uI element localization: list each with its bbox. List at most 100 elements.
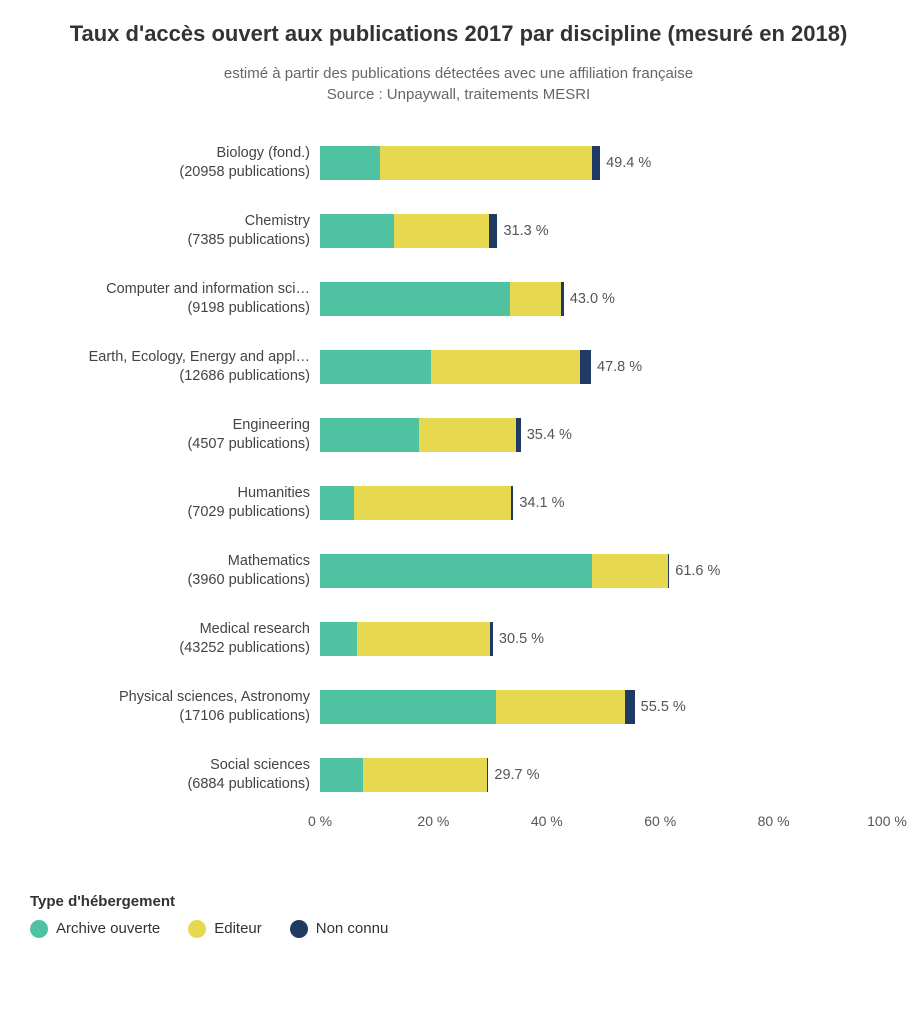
bar-segment-nonconnu <box>487 758 489 792</box>
chart-row: Computer and information sci…(9198 publi… <box>30 265 887 333</box>
bar-segment-editeur <box>354 486 510 520</box>
bar-segment-archive <box>320 146 380 180</box>
x-axis-tick: 100 % <box>867 813 907 829</box>
bar-segment-editeur <box>419 418 515 452</box>
category-pubs: (4507 publications) <box>30 435 310 454</box>
bar-total-label: 35.4 % <box>527 427 572 443</box>
stacked-bar <box>320 486 513 520</box>
bar-cell: 47.8 % <box>320 333 887 401</box>
bar-total-label: 34.1 % <box>519 495 564 511</box>
legend-swatch <box>188 920 206 938</box>
bar-segment-archive <box>320 690 496 724</box>
category-label: Social sciences(6884 publications) <box>30 756 320 794</box>
category-name: Medical research <box>30 620 310 639</box>
category-name: Earth, Ecology, Energy and appl… <box>30 348 310 367</box>
x-axis: 0 %20 %40 %60 %80 %100 % <box>30 809 887 833</box>
chart-row: Chemistry(7385 publications)31.3 % <box>30 197 887 265</box>
bar-segment-nonconnu <box>490 622 493 656</box>
legend-label: Archive ouverte <box>56 920 160 937</box>
chart-row: Earth, Ecology, Energy and appl…(12686 p… <box>30 333 887 401</box>
category-label: Chemistry(7385 publications) <box>30 212 320 250</box>
bar-total-label: 29.7 % <box>494 767 539 783</box>
chart-title: Taux d'accès ouvert aux publications 201… <box>30 20 887 49</box>
bar-segment-nonconnu <box>580 350 591 384</box>
category-name: Social sciences <box>30 756 310 775</box>
stacked-bar <box>320 146 600 180</box>
legend-item: Archive ouverte <box>30 920 160 938</box>
chart-row: Engineering(4507 publications) 35.4 % <box>30 401 887 469</box>
x-axis-tick: 0 % <box>308 813 332 829</box>
category-pubs: (6884 publications) <box>30 775 310 794</box>
category-name: Computer and information sci… <box>30 280 310 299</box>
bar-cell: 61.6 % <box>320 537 887 605</box>
category-pubs: (7385 publications) <box>30 231 310 250</box>
bar-segment-archive <box>320 554 592 588</box>
category-name: Engineering <box>30 416 310 435</box>
category-label: Biology (fond.)(20958 publications) <box>30 144 320 182</box>
category-label: Engineering(4507 publications) <box>30 416 320 454</box>
bar-segment-editeur <box>363 758 487 792</box>
legend-item: Non connu <box>290 920 389 938</box>
chart-subtitle: estimé à partir des publications détecté… <box>30 63 887 105</box>
chart-row: Medical research(43252 publications)30.5… <box>30 605 887 673</box>
legend: Type d'hébergement Archive ouverte Editeu… <box>30 893 887 938</box>
category-pubs: (17106 publications) <box>30 707 310 726</box>
category-pubs: (9198 publications) <box>30 299 310 318</box>
stacked-bar <box>320 554 669 588</box>
category-label: Mathematics(3960 publications) <box>30 552 320 590</box>
bar-cell: 49.4 % <box>320 129 887 197</box>
bar-cell: 34.1 % <box>320 469 887 537</box>
bar-total-label: 61.6 % <box>675 563 720 579</box>
legend-title: Type d'hébergement <box>30 893 887 910</box>
bar-total-label: 47.8 % <box>597 359 642 375</box>
x-axis-tick: 20 % <box>417 813 449 829</box>
bar-total-label: 43.0 % <box>570 291 615 307</box>
bar-cell: 55.5 % <box>320 673 887 741</box>
stacked-bar <box>320 622 493 656</box>
bar-cell: 35.4 % <box>320 401 887 469</box>
stacked-bar <box>320 350 591 384</box>
legend-label: Non connu <box>316 920 389 937</box>
chart-row: Mathematics(3960 publications) 61.6 % <box>30 537 887 605</box>
category-name: Chemistry <box>30 212 310 231</box>
bar-segment-archive <box>320 758 363 792</box>
stacked-bar <box>320 690 635 724</box>
bar-cell: 30.5 % <box>320 605 887 673</box>
bar-total-label: 30.5 % <box>499 631 544 647</box>
bar-cell: 31.3 % <box>320 197 887 265</box>
stacked-bar <box>320 418 521 452</box>
bar-segment-nonconnu <box>592 146 600 180</box>
category-pubs: (12686 publications) <box>30 367 310 386</box>
category-name: Physical sciences, Astronomy <box>30 688 310 707</box>
bar-segment-editeur <box>357 622 490 656</box>
bar-segment-editeur <box>431 350 580 384</box>
bar-segment-archive <box>320 214 394 248</box>
legend-swatch <box>290 920 308 938</box>
bar-segment-nonconnu <box>511 486 514 520</box>
chart-plot-area: Biology (fond.)(20958 publications) 49.4 … <box>30 129 887 809</box>
chart-row: Physical sciences, Astronomy(17106 publi… <box>30 673 887 741</box>
category-label: Humanities(7029 publications) <box>30 484 320 522</box>
bar-segment-editeur <box>510 282 561 316</box>
bar-cell: 43.0 % <box>320 265 887 333</box>
legend-swatch <box>30 920 48 938</box>
chart-row: Social sciences(6884 publications) 29.7 % <box>30 741 887 809</box>
stacked-bar <box>320 214 497 248</box>
bar-segment-archive <box>320 418 419 452</box>
bar-total-label: 49.4 % <box>606 155 651 171</box>
subtitle-line-1: estimé à partir des publications détecté… <box>30 63 887 84</box>
legend-item: Editeur <box>188 920 262 938</box>
legend-label: Editeur <box>214 920 262 937</box>
stacked-bar <box>320 282 564 316</box>
bar-segment-nonconnu <box>561 282 564 316</box>
category-label: Computer and information sci…(9198 publi… <box>30 280 320 318</box>
bar-segment-archive <box>320 486 354 520</box>
category-pubs: (3960 publications) <box>30 571 310 590</box>
x-axis-tick: 40 % <box>531 813 563 829</box>
category-name: Biology (fond.) <box>30 144 310 163</box>
bar-cell: 29.7 % <box>320 741 887 809</box>
category-label: Earth, Ecology, Energy and appl…(12686 p… <box>30 348 320 386</box>
bar-segment-editeur <box>592 554 667 588</box>
bar-segment-editeur <box>380 146 593 180</box>
bar-segment-nonconnu <box>489 214 498 248</box>
